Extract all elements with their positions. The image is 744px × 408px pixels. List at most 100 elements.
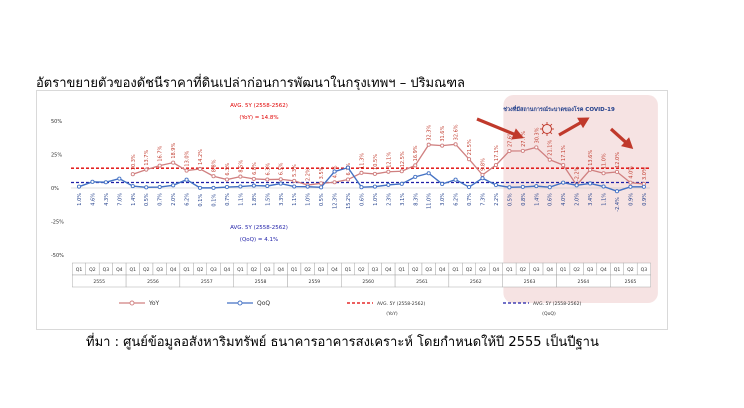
data-point-yoy [628, 180, 633, 185]
x-tick-label: Q3 [103, 267, 110, 273]
data-label-qoq: 3.3% [279, 193, 285, 206]
chart-svg: 50% 25% 0% -25% -50% AVG. 5Y (2558-2562) (YoY)… [51, 95, 658, 317]
x-tick-label: Q2 [412, 267, 419, 273]
data-label-yoy: 6.3% [225, 163, 231, 176]
data-label-qoq: 1.1% [602, 193, 608, 206]
data-label-yoy: 17.1% [561, 145, 567, 161]
data-label-yoy: 3.0% [642, 167, 648, 180]
data-point-qoq [641, 184, 646, 189]
data-point-qoq [534, 184, 539, 189]
data-label-qoq: 1.8% [252, 193, 258, 206]
data-label-qoq: -2.4% [615, 197, 621, 212]
data-label-qoq: 0.6% [548, 193, 554, 206]
data-label-qoq: 0.6% [359, 193, 365, 206]
data-label-yoy: 11.0% [602, 153, 608, 169]
data-point-qoq [117, 176, 122, 181]
data-point-qoq [103, 180, 108, 185]
data-label-yoy: 12.0% [615, 152, 621, 168]
data-point-yoy [413, 163, 418, 168]
trend-arrow-head [577, 117, 590, 129]
data-point-qoq [238, 184, 243, 189]
legend-avg-yoy-label: AVG. 5Y (2558-2562) [377, 301, 425, 307]
avg-yoy-value: (YoY) = 14.8% [239, 115, 278, 121]
data-label-qoq: 4.0% [561, 193, 567, 206]
data-label-yoy: 16.7% [158, 145, 164, 161]
data-point-yoy [278, 177, 283, 182]
data-label-qoq: 1.0% [306, 193, 312, 206]
data-label-yoy: 30.3% [534, 127, 540, 143]
y-tick-label: -25% [51, 220, 64, 226]
virus-spike [549, 123, 553, 127]
data-point-qoq [211, 185, 216, 190]
x-tick-label: Q4 [546, 267, 553, 273]
x-year-label: 2556 [147, 279, 159, 285]
data-point-yoy [345, 177, 351, 182]
data-point-qoq [466, 185, 472, 190]
data-label-qoq: 0.8% [521, 193, 527, 206]
x-tick-label: Q4 [385, 267, 392, 273]
data-point-yoy [372, 171, 377, 176]
data-label-yoy: 10.3% [131, 154, 137, 170]
data-label-yoy: 6.8% [252, 162, 258, 175]
data-point-qoq [614, 189, 620, 194]
data-point-qoq [345, 165, 351, 170]
data-point-yoy [211, 174, 216, 179]
data-point-qoq [184, 177, 189, 182]
legend-avg-qoq-sub: (QoQ) [542, 311, 556, 317]
data-point-qoq [157, 185, 162, 190]
covid-label: ช่วงที่มีสถานการณ์ระบาดของโรค COVID-19 [503, 105, 615, 113]
data-point-yoy [520, 148, 525, 153]
chart-area: 50% 25% 0% -25% -50% AVG. 5Y (2558-2562) (YoY)… [36, 90, 668, 330]
data-label-yoy: 6.5% [279, 162, 285, 175]
x-tick-label: Q4 [493, 267, 500, 273]
x-year-label: 2564 [578, 279, 590, 285]
data-label-yoy: 32.3% [427, 125, 433, 141]
data-label-yoy: 27.7% [521, 131, 527, 147]
data-label-qoq: 1.0% [373, 193, 379, 206]
data-label-yoy: 11.3% [359, 153, 365, 169]
x-tick-label: Q3 [587, 267, 594, 273]
data-label-qoq: 0.1% [212, 194, 218, 207]
data-point-qoq [453, 177, 458, 182]
x-tick-label: Q4 [170, 267, 177, 273]
data-point-qoq [278, 181, 283, 186]
data-point-yoy [507, 148, 512, 154]
data-point-qoq [224, 185, 229, 190]
x-tick-label: Q4 [224, 267, 231, 273]
legend-yoy-marker [129, 300, 135, 306]
data-label-qoq: 0.5% [507, 193, 513, 206]
data-label-qoq: 6.2% [454, 193, 460, 206]
y-tick-label: 25% [51, 153, 62, 159]
y-tick-label: -50% [51, 253, 64, 259]
data-label-qoq: 0.9% [642, 193, 648, 206]
x-tick-label: Q2 [627, 267, 634, 273]
data-label-yoy: 21.5% [467, 139, 473, 155]
virus-spike [541, 123, 545, 127]
data-label-qoq: 1.0% [77, 193, 83, 206]
data-label-qoq: 7.3% [481, 193, 487, 206]
data-label-qoq: 4.6% [90, 193, 96, 206]
data-point-yoy [197, 166, 203, 172]
x-tick-label: Q2 [358, 267, 365, 273]
data-point-qoq [426, 171, 431, 176]
data-point-qoq [171, 183, 176, 188]
data-label-qoq: 0.7% [467, 193, 473, 206]
x-tick-label: Q3 [641, 267, 648, 273]
data-label-yoy: 9.8% [481, 158, 487, 171]
data-label-qoq: 0.7% [225, 193, 231, 206]
data-label-yoy: 13.6% [588, 150, 594, 166]
x-tick-label: Q4 [439, 267, 446, 273]
x-tick-label: Q1 [237, 267, 244, 273]
data-point-yoy [292, 178, 297, 183]
data-label-qoq: 11.0% [427, 193, 433, 209]
data-label-qoq: 3.0% [440, 193, 446, 206]
data-label-qoq: 1.4% [534, 193, 540, 206]
data-point-yoy [157, 163, 162, 168]
x-tick-label: Q2 [251, 267, 258, 273]
virus-spike [541, 131, 545, 135]
x-tick-label: Q2 [520, 267, 527, 273]
data-point-qoq [76, 184, 82, 189]
data-point-yoy [426, 142, 431, 147]
data-point-yoy [466, 157, 472, 162]
x-year-label: 2557 [201, 279, 213, 285]
